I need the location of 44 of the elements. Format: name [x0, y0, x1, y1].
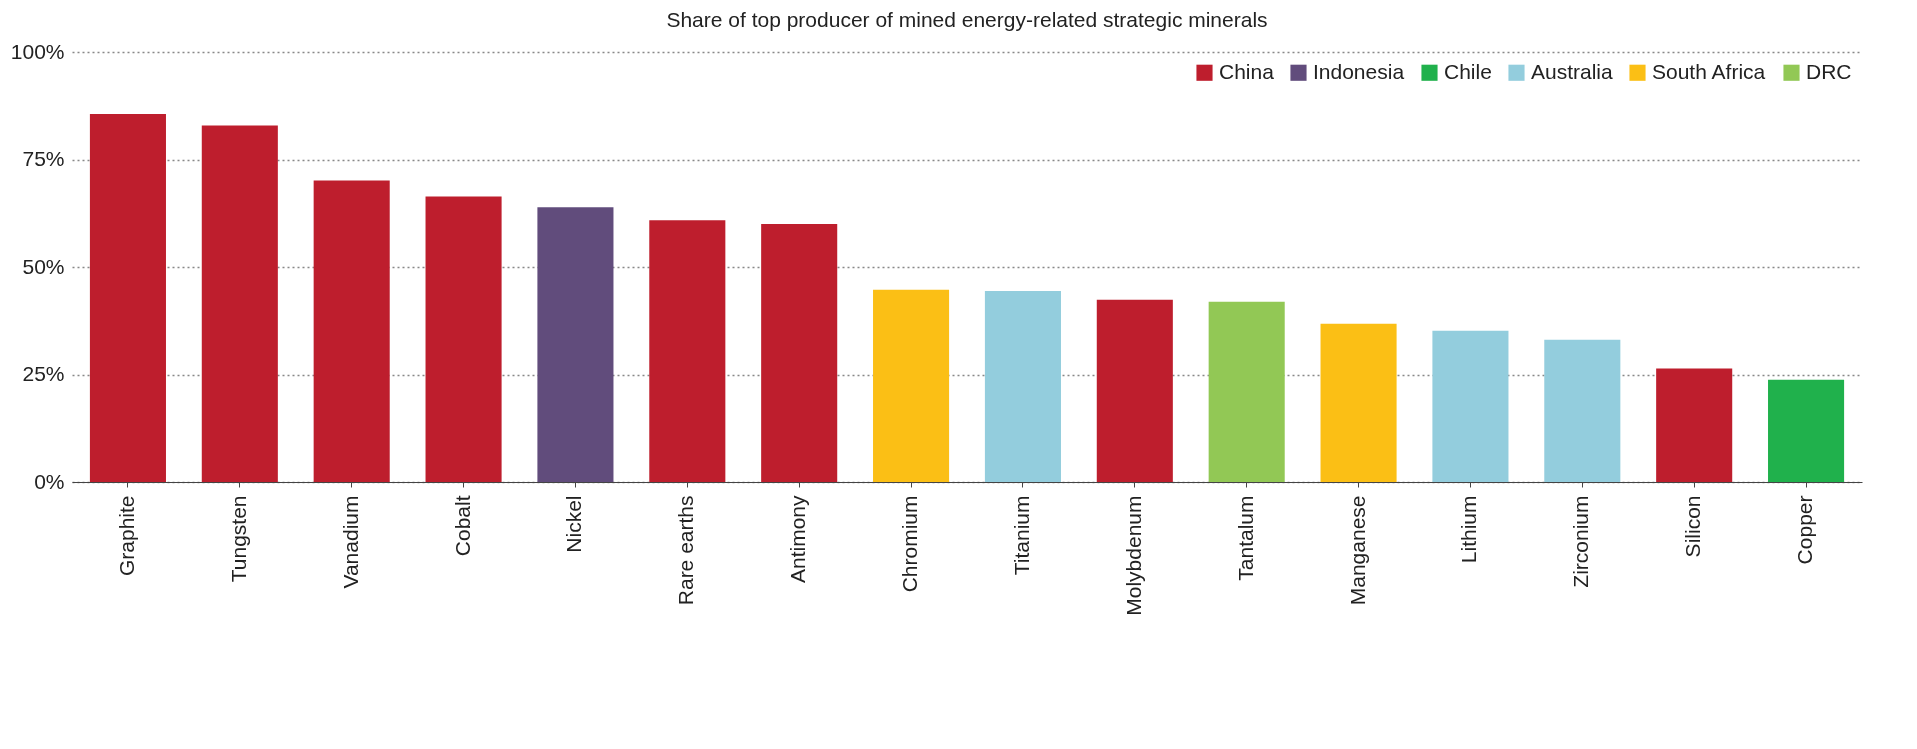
y-tick-label: 25%: [22, 362, 65, 385]
y-tick-label: 75%: [22, 147, 65, 170]
bar: [1656, 368, 1733, 482]
x-tick-label: Graphite: [114, 495, 138, 577]
bar: [1208, 301, 1285, 482]
x-tick-label: Copper: [1793, 495, 1817, 565]
y-tick-label: 50%: [22, 254, 65, 278]
bar: [761, 224, 838, 482]
legend-label: Australia: [1531, 59, 1614, 83]
bar: [984, 291, 1061, 482]
x-tick-label: Antimony: [786, 495, 810, 584]
chart-title: Share of top producer of mined energy-related strategic minerals: [666, 8, 1268, 31]
bar: [1320, 323, 1397, 482]
bar: [1544, 339, 1621, 482]
x-tick-label: Silicon: [1681, 495, 1705, 558]
x-tick-label: Tungsten: [226, 495, 250, 583]
bar: [313, 180, 390, 482]
x-tick-label: Vanadium: [338, 495, 362, 589]
bar: [537, 207, 614, 482]
legend-label: China: [1219, 59, 1275, 83]
y-tick-label: 100%: [10, 39, 65, 63]
x-tick-label: Manganese: [1345, 495, 1369, 606]
bar: [201, 125, 278, 482]
bar: [1432, 330, 1509, 482]
legend-label: DRC: [1806, 59, 1852, 83]
x-tick-label: Titanium: [1009, 495, 1033, 576]
bar: [873, 289, 950, 482]
x-tick-label: Nickel: [562, 495, 586, 553]
x-tick-label: Tantalum: [1233, 495, 1257, 581]
legend-label: Indonesia: [1313, 59, 1405, 83]
bar: [89, 113, 166, 482]
x-tick-label: Molybdenum: [1121, 495, 1145, 616]
legend-label: South Africa: [1652, 59, 1766, 83]
bar: [1768, 379, 1845, 482]
legend-label: Chile: [1444, 59, 1492, 83]
bar: [425, 196, 502, 482]
x-tick-label: Zirconium: [1569, 495, 1593, 588]
x-tick-label: Cobalt: [450, 495, 474, 557]
bar: [1096, 299, 1173, 482]
y-tick-label: 0%: [34, 469, 65, 493]
x-tick-label: Chromium: [898, 495, 922, 593]
x-tick-label: Lithium: [1457, 495, 1481, 564]
x-tick-label: Rare earths: [674, 495, 698, 606]
bar: [649, 220, 726, 482]
